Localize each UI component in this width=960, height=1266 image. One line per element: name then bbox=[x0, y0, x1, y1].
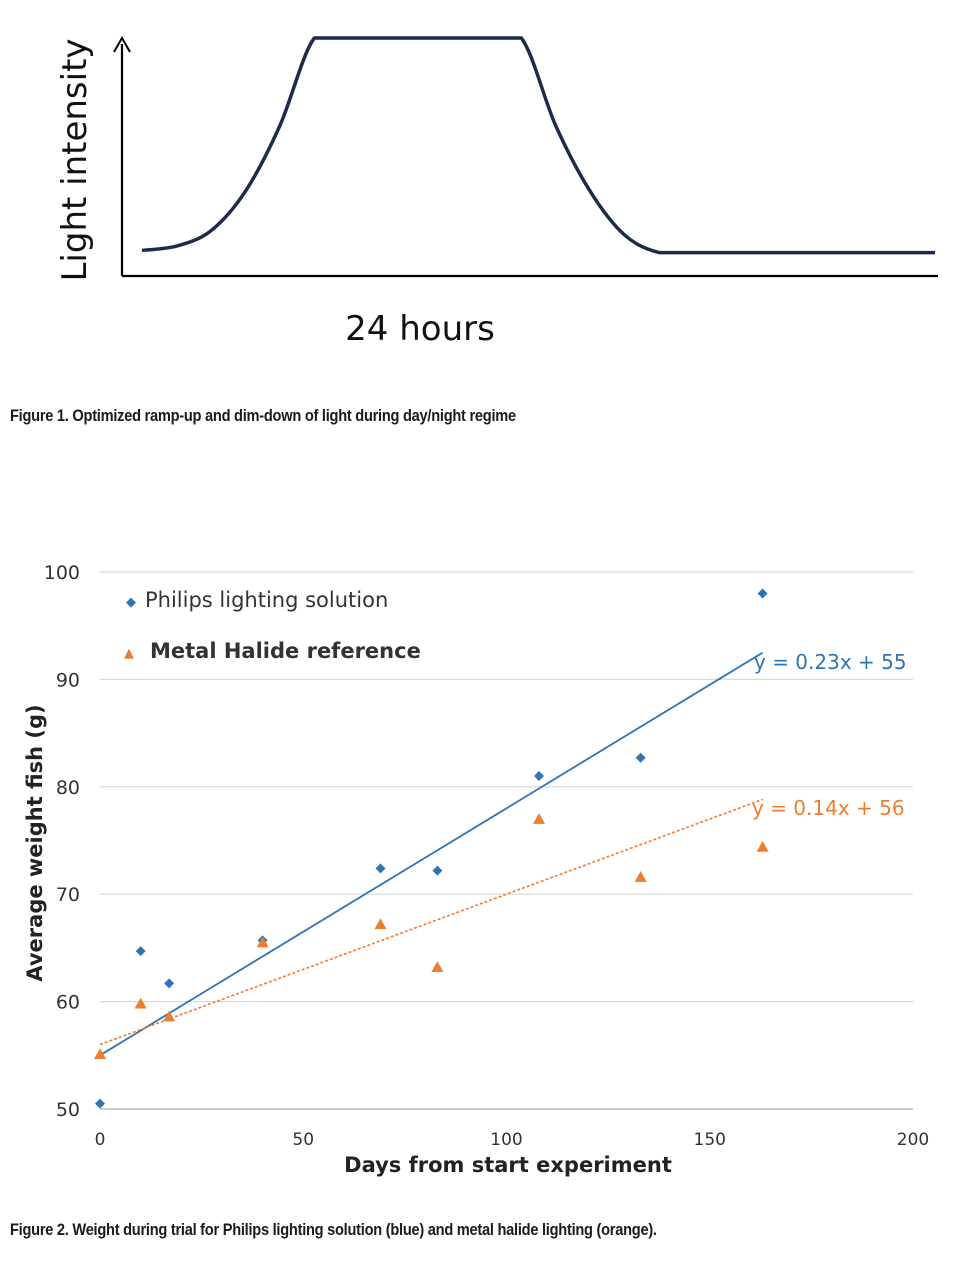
x-axis-title: Days from start experiment bbox=[344, 1153, 672, 1177]
trendline-philips bbox=[99, 651, 764, 1057]
data-point-philips bbox=[432, 865, 443, 876]
y-tick-label: 90 bbox=[56, 669, 80, 691]
x-tick-label: 200 bbox=[897, 1130, 929, 1150]
data-point-metal-halide bbox=[256, 936, 269, 948]
y-tick-label: 100 bbox=[44, 562, 80, 584]
gridlines bbox=[100, 571, 913, 1110]
data-point-metal-halide bbox=[756, 840, 769, 852]
data-points bbox=[94, 588, 769, 1109]
data-point-metal-halide bbox=[134, 997, 147, 1009]
data-point-philips bbox=[135, 946, 146, 957]
light-intensity-curve bbox=[141, 36, 935, 255]
x-axis-label: 24 hours bbox=[345, 309, 495, 349]
legend-marker-philips: ◆ bbox=[126, 595, 136, 610]
y-axis-label: Light intensity bbox=[55, 38, 95, 281]
data-point-philips bbox=[635, 752, 646, 763]
y-tick-label: 70 bbox=[56, 884, 80, 906]
data-point-philips bbox=[757, 588, 768, 599]
legend: ◆ Philips lighting solution ▲ Metal Hali… bbox=[124, 588, 421, 663]
chart-axes bbox=[113, 35, 938, 278]
data-point-philips bbox=[375, 863, 386, 874]
data-point-philips bbox=[164, 978, 175, 989]
y-tick-labels: 50 60 70 80 90 100 bbox=[44, 562, 80, 1121]
y-tick-label: 60 bbox=[56, 992, 80, 1014]
x-tick-labels: 0 50 100 150 200 bbox=[95, 1130, 930, 1150]
trendlines bbox=[99, 651, 764, 1057]
y-tick-label: 80 bbox=[56, 777, 80, 799]
y-axis-title: Average weight fish (g) bbox=[23, 704, 47, 981]
y-tick-label: 50 bbox=[56, 1099, 80, 1121]
data-point-metal-halide bbox=[94, 1048, 106, 1060]
trendline-equation-metal-halide: y = 0.14x + 56 bbox=[752, 796, 905, 820]
legend-label-metal-halide: Metal Halide reference bbox=[150, 639, 421, 663]
x-tick-label: 100 bbox=[490, 1130, 522, 1150]
legend-label-philips: Philips lighting solution bbox=[145, 588, 388, 612]
data-point-metal-halide bbox=[374, 918, 387, 930]
data-point-metal-halide bbox=[634, 871, 647, 882]
trendline-metal-halide bbox=[99, 798, 763, 1046]
figure-2-caption: Figure 2. Weight during trial for Philip… bbox=[10, 1220, 657, 1239]
x-tick-label: 50 bbox=[292, 1130, 314, 1150]
light-intensity-chart: Light intensity 24 hours bbox=[55, 35, 938, 349]
data-point-philips bbox=[95, 1098, 105, 1109]
legend-marker-metal-halide: ▲ bbox=[124, 646, 134, 661]
x-tick-label: 150 bbox=[694, 1130, 726, 1150]
data-point-philips bbox=[534, 771, 545, 782]
data-point-metal-halide bbox=[431, 961, 444, 973]
y-axis-arrow bbox=[113, 35, 131, 53]
x-tick-label: 0 bbox=[95, 1130, 106, 1150]
data-point-metal-halide bbox=[163, 1010, 176, 1022]
trendline-equation-philips: y = 0.23x + 55 bbox=[754, 650, 907, 674]
figure-1-caption: Figure 1. Optimized ramp-up and dim-down… bbox=[10, 406, 516, 425]
data-point-metal-halide bbox=[533, 813, 546, 824]
